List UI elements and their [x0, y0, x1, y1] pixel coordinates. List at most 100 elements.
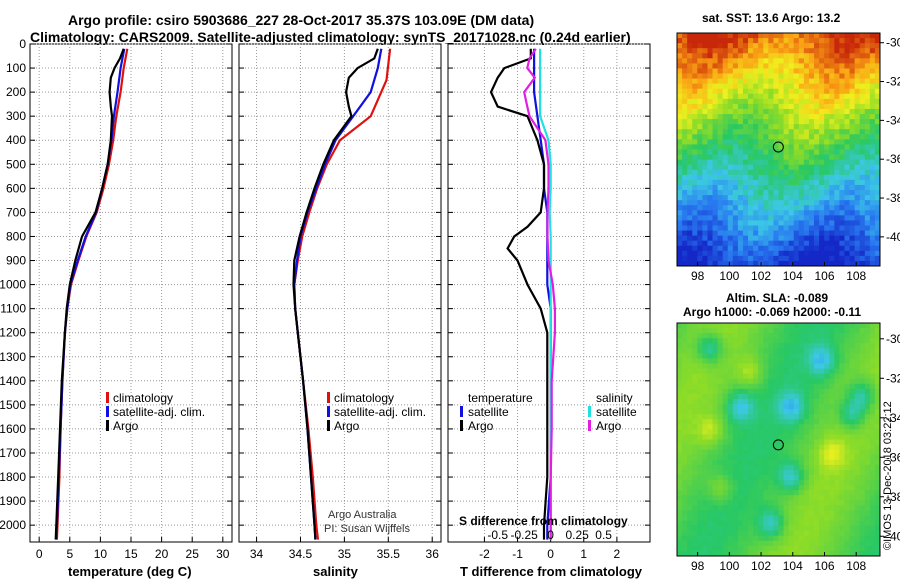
map-cell [798, 73, 805, 79]
map-cell [702, 240, 708, 247]
map-cell [859, 550, 866, 557]
map-cell [819, 139, 825, 145]
map-cell [773, 449, 779, 456]
map-cell [814, 353, 820, 359]
map-cell [712, 343, 718, 349]
map-cell [808, 78, 815, 85]
map-cell [803, 545, 810, 552]
map-cell [697, 515, 703, 521]
map-cell [854, 129, 861, 135]
map-cell [849, 485, 856, 491]
x-tick-label: -1 [512, 547, 523, 561]
map-cell [763, 195, 769, 201]
map-cell [798, 383, 805, 390]
map-cell [737, 48, 744, 54]
map-cell [859, 205, 866, 211]
map-cell [783, 348, 790, 354]
map-cell [768, 409, 774, 415]
x-tick-label: 0 [36, 547, 43, 561]
map-cell [727, 409, 734, 415]
map-cell [869, 33, 876, 39]
map-cell [783, 174, 790, 181]
map-cell [819, 388, 825, 395]
map-cell [844, 444, 850, 451]
map-cell [829, 495, 835, 501]
map-cell [748, 124, 754, 130]
map-cell [707, 343, 713, 349]
map-cell [692, 343, 698, 349]
map-cell [773, 250, 779, 257]
map-cell [849, 154, 856, 161]
map-cell [864, 429, 871, 435]
map-cell [859, 495, 866, 501]
map-cell [864, 88, 871, 95]
map-cell [707, 33, 713, 39]
map-cell [859, 220, 866, 226]
map-cell [814, 500, 820, 506]
map-cell [864, 83, 871, 90]
map-cell [778, 139, 784, 145]
map-cell [803, 43, 810, 49]
map-cell [829, 398, 835, 405]
map-cell [753, 68, 759, 74]
map-cell [753, 195, 759, 201]
map-cell [727, 83, 734, 90]
map-cell [712, 230, 718, 237]
map-cell [778, 474, 784, 481]
map-cell [717, 414, 724, 420]
map-cell [712, 368, 718, 375]
map-cell [742, 53, 749, 59]
map-cell [732, 53, 739, 59]
map-cell [864, 114, 871, 120]
map-cell [869, 409, 876, 415]
map-cell [727, 459, 734, 466]
map-cell [677, 545, 683, 552]
map-cell [742, 398, 749, 405]
map-cell [783, 190, 790, 196]
map-cell [707, 510, 713, 516]
map-cell [763, 88, 769, 95]
map-cell [682, 38, 688, 44]
map-cell [778, 353, 784, 359]
map-cell [798, 323, 805, 329]
x-tick-label: 5 [66, 547, 73, 561]
map-cell [753, 144, 759, 150]
map-cell [819, 43, 825, 49]
legend-swatch-satellite [106, 406, 109, 417]
map-cell [834, 33, 840, 39]
map-cell [798, 255, 805, 262]
map-cell [697, 240, 703, 247]
map-cell [687, 73, 693, 79]
map-cell [788, 464, 795, 471]
y-tick-label: 100 [6, 61, 26, 75]
map-cell [758, 480, 764, 486]
map-cell [753, 343, 759, 349]
map-cell [727, 190, 734, 196]
map-cell [869, 464, 876, 471]
map-cell [712, 348, 718, 354]
legend-label: Argo [468, 419, 494, 433]
map-cell [682, 424, 688, 430]
map-cell [753, 510, 759, 516]
map-cell [788, 439, 795, 445]
map-cell [737, 459, 744, 466]
map-cell [768, 490, 774, 496]
map-cell [869, 215, 876, 221]
map-cell [717, 464, 724, 471]
y-tick-label: 800 [6, 229, 26, 243]
map-cell [677, 260, 683, 267]
map-cell [748, 63, 754, 69]
map-cell [763, 250, 769, 257]
map-cell [783, 388, 790, 395]
map-cell [854, 398, 861, 405]
map-cell [824, 495, 830, 501]
map-cell [839, 363, 845, 369]
map-cell [737, 205, 744, 211]
map-cell [803, 535, 810, 542]
map-cell [712, 134, 718, 140]
map-cell [808, 353, 815, 359]
map-cell [692, 333, 698, 339]
map-cell [819, 343, 825, 349]
map-cell [793, 134, 800, 140]
map-cell [788, 255, 795, 262]
